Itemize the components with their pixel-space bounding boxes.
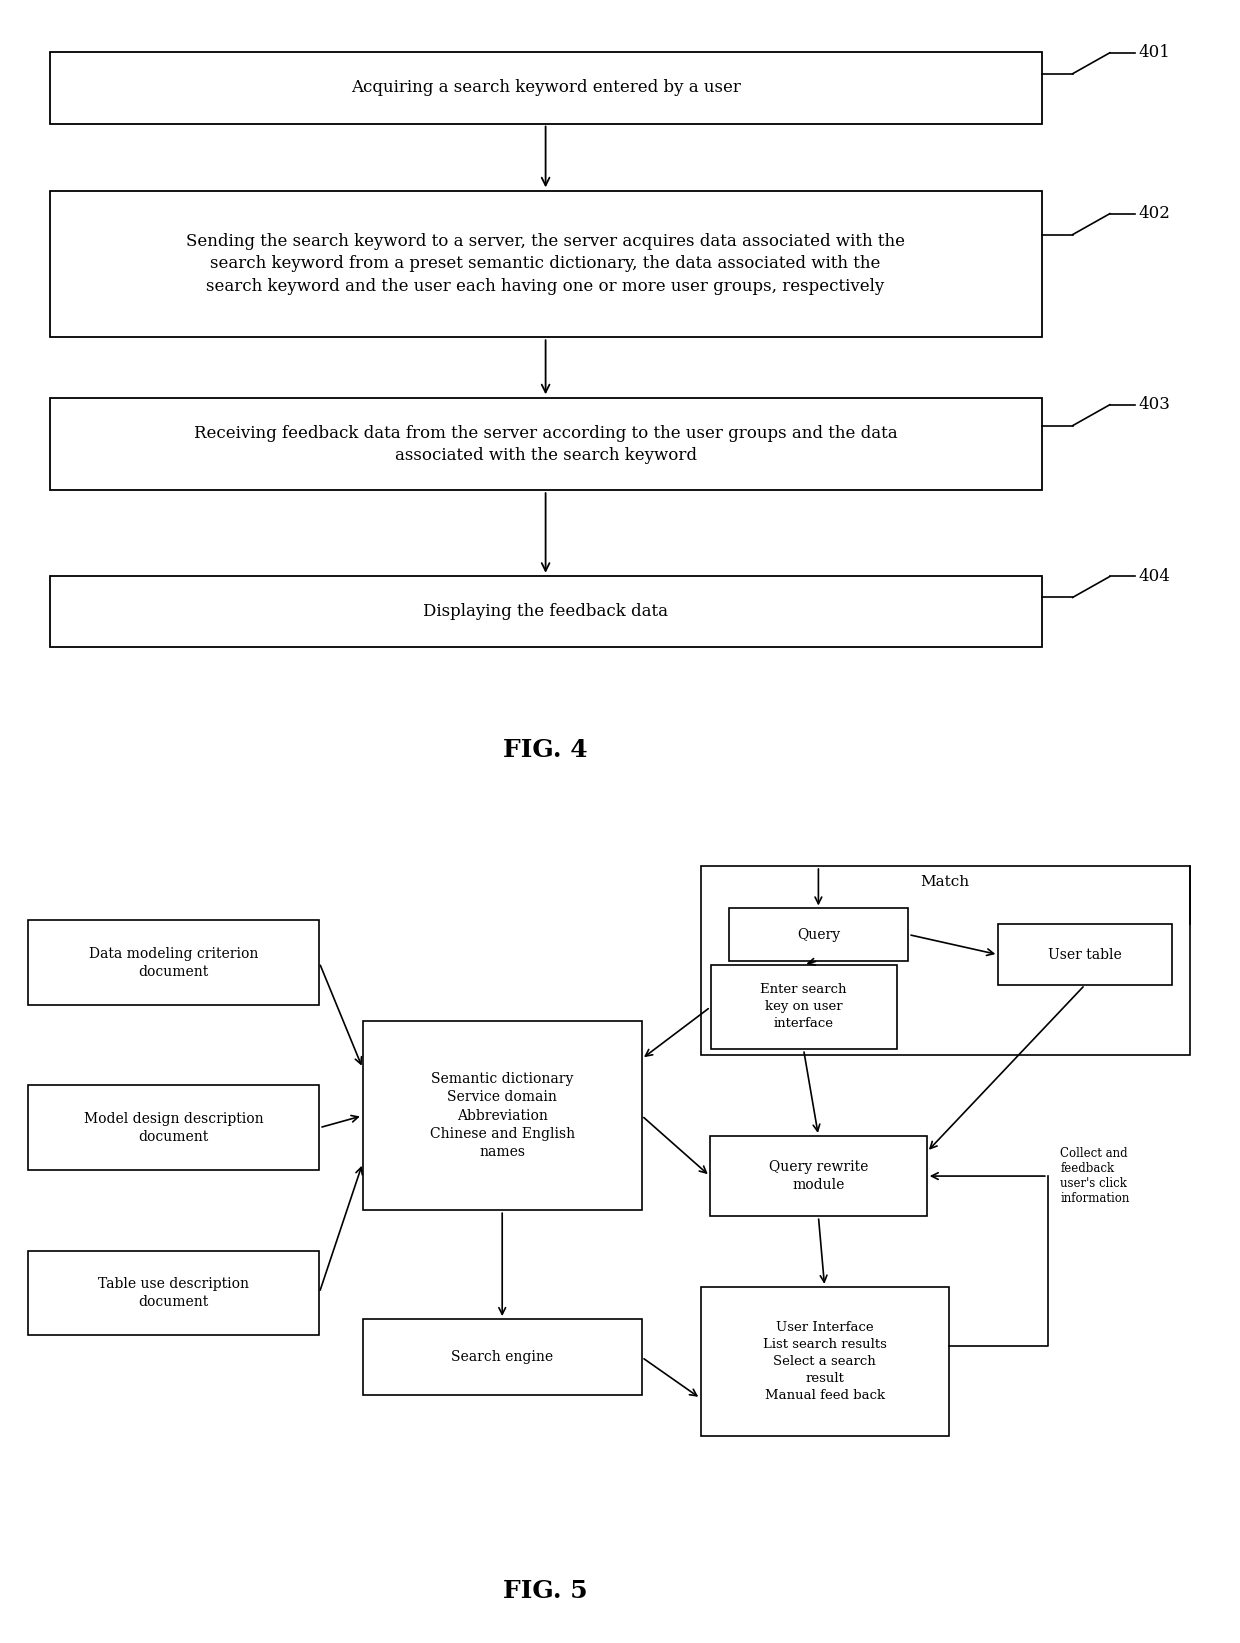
Text: Query rewrite
module: Query rewrite module bbox=[769, 1160, 868, 1193]
Text: 402: 402 bbox=[1138, 205, 1171, 222]
Text: Acquiring a search keyword entered by a user: Acquiring a search keyword entered by a … bbox=[351, 79, 740, 97]
Text: Match: Match bbox=[920, 876, 970, 889]
FancyBboxPatch shape bbox=[50, 398, 1042, 490]
Text: FIG. 5: FIG. 5 bbox=[503, 1579, 588, 1602]
Text: User Interface
List search results
Select a search
result
Manual feed back: User Interface List search results Selec… bbox=[763, 1321, 887, 1401]
FancyBboxPatch shape bbox=[711, 964, 897, 1050]
FancyBboxPatch shape bbox=[709, 1135, 928, 1216]
FancyBboxPatch shape bbox=[50, 191, 1042, 337]
Text: Receiving feedback data from the server according to the user groups and the dat: Receiving feedback data from the server … bbox=[193, 424, 898, 463]
Text: 404: 404 bbox=[1138, 568, 1171, 585]
Text: 401: 401 bbox=[1138, 44, 1171, 61]
Text: 403: 403 bbox=[1138, 396, 1171, 414]
FancyBboxPatch shape bbox=[29, 920, 320, 1006]
FancyBboxPatch shape bbox=[701, 1286, 949, 1436]
Text: Displaying the feedback data: Displaying the feedback data bbox=[423, 603, 668, 619]
Text: User table: User table bbox=[1048, 948, 1122, 961]
Text: Table use description
document: Table use description document bbox=[98, 1277, 249, 1309]
Text: Search engine: Search engine bbox=[451, 1351, 553, 1364]
Text: Data modeling criterion
document: Data modeling criterion document bbox=[89, 946, 258, 979]
FancyBboxPatch shape bbox=[701, 866, 1190, 1055]
FancyBboxPatch shape bbox=[29, 1250, 320, 1336]
Text: Collect and
feedback
user's click
information: Collect and feedback user's click inform… bbox=[1060, 1147, 1130, 1204]
FancyBboxPatch shape bbox=[363, 1020, 642, 1211]
Text: FIG. 4: FIG. 4 bbox=[503, 738, 588, 762]
Text: Model design description
document: Model design description document bbox=[84, 1112, 263, 1144]
FancyBboxPatch shape bbox=[729, 909, 908, 961]
FancyBboxPatch shape bbox=[29, 1086, 320, 1170]
Text: Semantic dictionary
Service domain
Abbreviation
Chinese and English
names: Semantic dictionary Service domain Abbre… bbox=[429, 1071, 575, 1160]
FancyBboxPatch shape bbox=[50, 53, 1042, 123]
Text: Query: Query bbox=[797, 928, 839, 941]
Text: Sending the search keyword to a server, the server acquires data associated with: Sending the search keyword to a server, … bbox=[186, 233, 905, 294]
FancyBboxPatch shape bbox=[998, 925, 1172, 984]
Text: Enter search
key on user
interface: Enter search key on user interface bbox=[760, 984, 847, 1030]
FancyBboxPatch shape bbox=[363, 1319, 642, 1395]
FancyBboxPatch shape bbox=[50, 577, 1042, 647]
